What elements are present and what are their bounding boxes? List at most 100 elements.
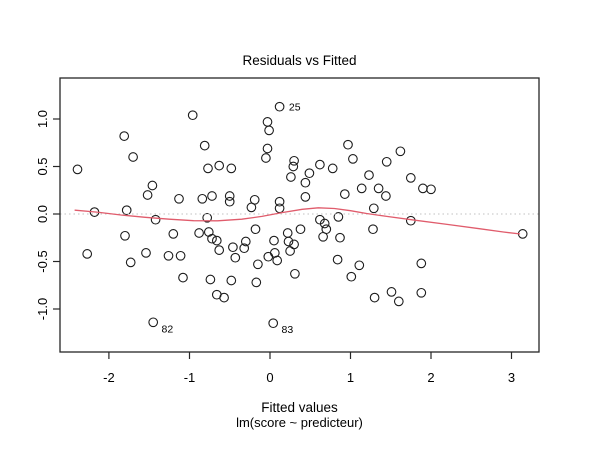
scatter-point [333, 212, 344, 222]
scatter-point [288, 161, 299, 172]
scatter-point [128, 152, 138, 162]
scatter-point [224, 196, 235, 207]
scatter-point [339, 189, 350, 199]
scatter-point [141, 248, 151, 258]
scatter-point [418, 183, 428, 194]
scatter-point [239, 243, 250, 254]
scatter-point [228, 242, 238, 253]
scatter-point [175, 250, 186, 261]
scatter-point [416, 258, 427, 269]
scatter-point [368, 224, 378, 235]
scatter-point [226, 163, 237, 174]
scatter-point [203, 227, 214, 237]
scatter-point [224, 191, 235, 201]
scatter-point [147, 180, 158, 191]
point-label: 25 [289, 102, 301, 114]
scatter-point [251, 277, 262, 288]
scatter-point [199, 140, 210, 151]
scatter-point [82, 249, 93, 259]
scatter-point [120, 230, 130, 241]
scatter-point [346, 271, 357, 282]
scatter-point [263, 251, 274, 262]
scatter-point [202, 212, 213, 223]
scatter-point [274, 196, 285, 207]
scatter-point [295, 224, 306, 235]
scatter-point [343, 139, 353, 150]
scatter-point [381, 191, 391, 201]
scatter-point [214, 245, 225, 255]
scatter-point [304, 168, 315, 179]
y-tick-label: 0.5 [35, 157, 50, 175]
scatter-point [262, 143, 273, 154]
scatter-point [386, 287, 397, 297]
scatter-point [72, 164, 83, 175]
scatter-point [197, 193, 208, 204]
x-tick-label: 1 [347, 370, 354, 385]
scatter-point [369, 292, 380, 303]
scatter-point [150, 214, 161, 225]
x-tick-label: 0 [266, 370, 273, 385]
scatter-point [168, 229, 179, 239]
scatter-point [119, 131, 130, 141]
scatter-point [203, 163, 213, 174]
scatter-point [381, 156, 392, 167]
chart-title: Residuals vs Fitted [242, 53, 356, 68]
scatter-point [207, 191, 217, 201]
smooth-curve [74, 207, 521, 235]
scatter-point [405, 173, 416, 183]
scatter-point [286, 172, 296, 182]
scatter-point [327, 163, 338, 174]
scatter-point [240, 236, 251, 247]
scatter-point [253, 259, 263, 270]
outlier-point [268, 318, 279, 329]
point-label: 82 [162, 323, 174, 335]
scatter-point [393, 296, 404, 307]
scatter-point [187, 110, 198, 121]
scatter-point [300, 192, 311, 202]
scatter-point [178, 272, 188, 283]
scatter-point [121, 205, 132, 216]
scatter-point [174, 193, 184, 204]
y-tick-label: -1.0 [35, 298, 50, 320]
scatter-point [283, 236, 294, 247]
scatter-point [205, 274, 216, 285]
y-tick-label: -0.5 [35, 250, 50, 272]
scatter-point [163, 250, 174, 261]
outlier-point [148, 317, 159, 328]
scatter-point [285, 246, 295, 256]
scatter-point [194, 228, 204, 238]
scatter-point [230, 252, 241, 263]
scatter-point [211, 235, 222, 246]
scatter-point [354, 260, 365, 271]
scatter-point [272, 255, 283, 266]
x-tick-label: 3 [508, 370, 515, 385]
y-tick-label: 0.0 [35, 205, 50, 223]
scatter-point [319, 218, 330, 229]
scatter-point [207, 233, 217, 244]
outlier-point [274, 101, 285, 112]
scatter-point [125, 257, 136, 268]
scatter-point [142, 190, 153, 200]
scatter-point [373, 183, 384, 194]
scatter-point [250, 224, 261, 235]
scatter-point [211, 289, 222, 300]
scatter-point [289, 155, 299, 166]
x-tick-label: -2 [103, 370, 115, 385]
y-tick-label: 1.0 [35, 110, 50, 128]
scatter-point [261, 153, 271, 163]
scatter-point [335, 232, 345, 243]
scatter-point [300, 177, 311, 188]
plot-frame [59, 77, 540, 353]
scatter-point [395, 146, 406, 157]
scatter-point [274, 203, 285, 214]
scatter-point [282, 228, 293, 238]
scatter-point [318, 231, 328, 242]
scatter-point [356, 183, 367, 194]
scatter-point [246, 202, 257, 213]
scatter-point [262, 117, 273, 127]
x-tick-label: 2 [427, 370, 434, 385]
scatter-point [348, 154, 358, 164]
scatter-point [226, 275, 237, 286]
